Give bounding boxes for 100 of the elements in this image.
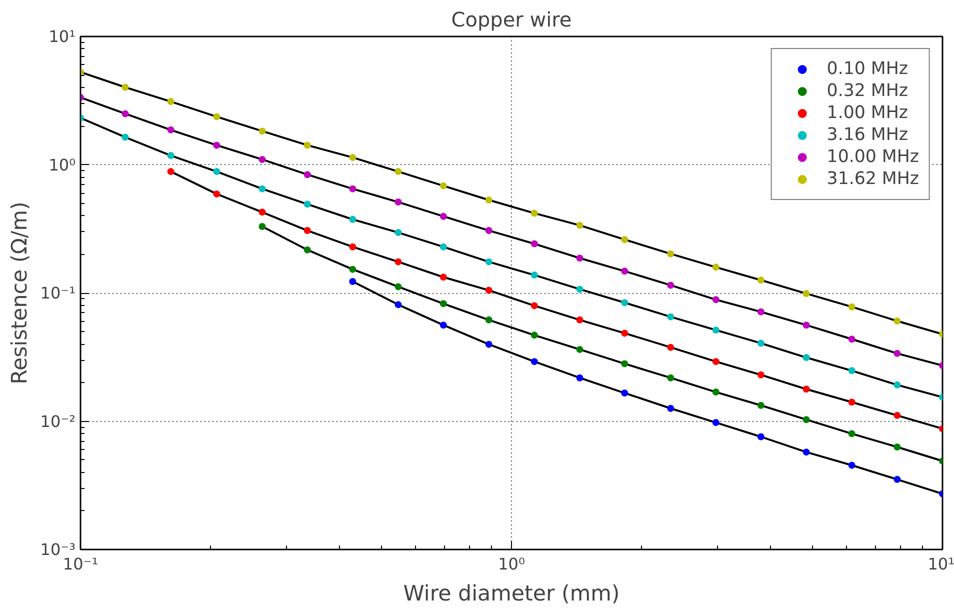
legend-label: 31.62 MHz: [826, 169, 919, 189]
point: [530, 210, 538, 217]
x-tick-label: 10¹: [928, 554, 954, 574]
point: [213, 168, 220, 176]
legend-label: 0.10 MHz: [826, 59, 908, 79]
point: [576, 254, 584, 262]
point: [848, 430, 856, 438]
point: [349, 243, 356, 250]
point: [213, 113, 220, 120]
point: [213, 142, 220, 149]
point: [848, 336, 856, 343]
point: [394, 168, 402, 176]
point: [485, 227, 492, 234]
point: [712, 264, 720, 271]
point: [621, 360, 628, 368]
point: [802, 290, 810, 298]
point: [304, 227, 311, 234]
point: [349, 216, 356, 223]
point: [304, 142, 311, 149]
point: [122, 134, 129, 141]
point: [167, 168, 174, 176]
point: [667, 250, 674, 258]
point: [440, 274, 447, 281]
point: [894, 443, 901, 450]
y-tick-label: 10⁻¹: [40, 284, 76, 302]
point: [667, 313, 674, 320]
point: [621, 236, 628, 244]
point: [848, 398, 856, 406]
point: [757, 433, 764, 440]
point: [576, 316, 584, 324]
point: [167, 98, 174, 106]
point: [167, 152, 174, 160]
y-axis-title: Resistence (Ω/m): [7, 202, 32, 384]
point: [440, 300, 447, 308]
point: [712, 358, 720, 366]
point: [667, 404, 674, 412]
point: [349, 185, 356, 192]
point: [802, 448, 810, 456]
point: [667, 282, 674, 289]
point: [530, 358, 538, 366]
point: [757, 276, 764, 284]
point: [258, 156, 266, 163]
point: [485, 316, 492, 324]
point: [304, 200, 311, 208]
legend-label: 1.00 MHz: [826, 103, 908, 123]
point: [757, 402, 764, 409]
point: [485, 258, 492, 266]
chart-title: Copper wire: [451, 8, 572, 32]
point: [394, 198, 402, 206]
point: [394, 301, 402, 308]
point: [712, 296, 720, 304]
y-tick-label: 10⁰: [48, 155, 76, 174]
point: [394, 229, 402, 236]
point: [304, 171, 311, 178]
point: [394, 258, 402, 266]
point: [576, 374, 584, 382]
point: [712, 388, 720, 396]
point: [485, 286, 492, 294]
point: [167, 126, 174, 134]
point: [621, 299, 628, 306]
point: [213, 190, 220, 198]
point: [621, 330, 628, 337]
point: [440, 182, 447, 190]
point: [757, 340, 764, 347]
point: [440, 322, 447, 329]
point: [576, 222, 584, 229]
point: [894, 317, 901, 324]
point: [485, 340, 492, 348]
point: [802, 354, 810, 362]
point: [621, 268, 628, 275]
point: [894, 381, 901, 388]
point: [349, 154, 356, 161]
point: [258, 223, 266, 230]
point: [667, 344, 674, 351]
legend-label: 10.00 MHz: [826, 147, 919, 167]
point: [576, 346, 584, 353]
y-tick-label: 10¹: [48, 27, 76, 46]
point: [576, 286, 584, 293]
point: [894, 476, 901, 483]
point: [258, 128, 266, 135]
point: [440, 212, 447, 220]
point: [848, 303, 856, 310]
point: [802, 322, 810, 329]
point: [848, 367, 856, 374]
point: [894, 350, 901, 357]
point: [349, 278, 356, 285]
point: [258, 185, 266, 192]
point: [712, 419, 720, 426]
point: [485, 196, 492, 204]
x-axis-title: Wire diameter (mm): [403, 582, 620, 606]
point: [894, 412, 901, 419]
point: [530, 240, 538, 248]
point: [667, 374, 674, 382]
point: [530, 302, 538, 310]
point: [122, 84, 129, 91]
point: [530, 272, 538, 279]
x-tick-label: 10⁰: [498, 554, 525, 574]
point: [757, 371, 764, 378]
point: [258, 208, 266, 216]
point: [440, 243, 447, 250]
